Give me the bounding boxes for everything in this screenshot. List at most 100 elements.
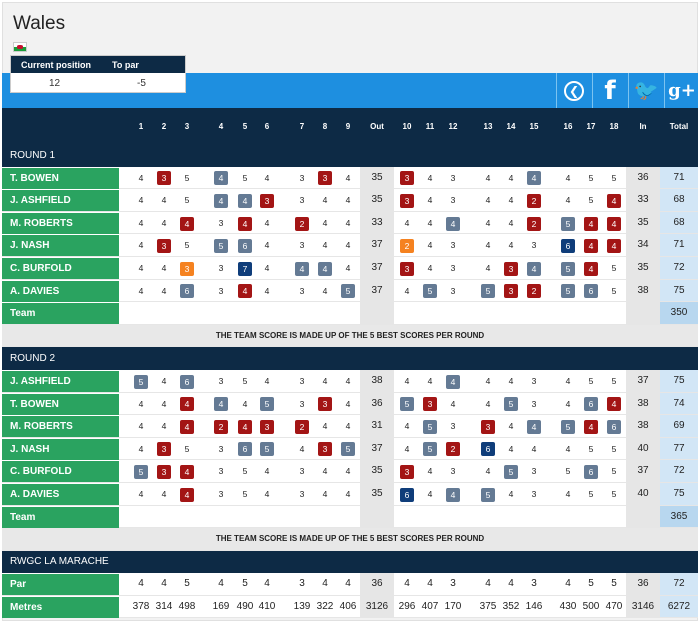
player-name[interactable]: J. ASHFIELD: [2, 190, 119, 212]
score-cell: 6: [481, 438, 495, 460]
out-column-shade: [360, 392, 394, 415]
score-cell: 4: [404, 217, 410, 228]
score-badge: 2: [214, 419, 228, 434]
player-name[interactable]: C. BURFOLD: [2, 461, 119, 483]
score-cell: 4: [322, 217, 328, 228]
player-name[interactable]: T. BOWEN: [2, 393, 119, 415]
score-badge: 5: [400, 397, 414, 412]
score-badge: 4: [180, 397, 194, 412]
par-cell: 4: [138, 578, 144, 590]
hole-header-10: 10: [402, 122, 412, 131]
twitter-button[interactable]: 🐦: [628, 73, 663, 108]
score-badge: 6: [584, 397, 598, 412]
score-cell: 5: [561, 280, 575, 302]
player-row[interactable]: M. ROBERTS 4 4 4 3 4 4 2 4 4 33 4 4 4 4 4 2 5 4 4 35 68: [2, 211, 698, 235]
player-name[interactable]: C. BURFOLD: [2, 257, 119, 279]
score-cell: 7: [238, 257, 252, 279]
score-cell: 4: [138, 285, 144, 296]
score-badge: 3: [180, 261, 194, 276]
score-badge: 3: [400, 171, 414, 186]
player-row[interactable]: A. DAVIES 4 4 6 3 4 4 3 4 5 37 4 5 3 5 3 2 5 6 5 38 75: [2, 279, 698, 303]
score-cell: 4: [264, 375, 270, 386]
score-cell: 3: [260, 189, 274, 211]
score-cell: 3: [481, 415, 495, 437]
score-cell: 3: [299, 172, 305, 183]
facebook-button[interactable]: f: [592, 73, 627, 108]
out-column-shade: [360, 369, 394, 392]
player-name[interactable]: M. ROBERTS: [2, 416, 119, 438]
score-cell: 4: [508, 195, 514, 206]
score-badge: 4: [584, 261, 598, 276]
player-name[interactable]: T. BOWEN: [2, 167, 119, 189]
player-name[interactable]: M. ROBERTS: [2, 212, 119, 234]
twitter-icon: 🐦: [633, 80, 659, 102]
player-name[interactable]: A. DAVIES: [2, 280, 119, 302]
in-column-shade: [626, 505, 660, 528]
score-cell: 3: [450, 240, 456, 251]
score-cell: 4: [318, 257, 332, 279]
hole-header-4: 4: [218, 122, 224, 131]
score-cell: 4: [345, 375, 351, 386]
score-cell: 3: [157, 460, 171, 482]
player-row[interactable]: J. NASH 4 3 5 5 6 4 3 4 4 37 2 4 3 4 4 3 6 4 4 34 71: [2, 234, 698, 257]
score-cell: 4: [180, 460, 194, 482]
player-name[interactable]: J. NASH: [2, 235, 119, 257]
player-row[interactable]: M. ROBERTS 4 4 4 2 4 3 2 4 4 31 4 5 3 3 4 4 5 4 6 38 69: [2, 415, 698, 438]
back-icon: ❮: [564, 80, 584, 101]
in-column-shade: [626, 369, 660, 392]
par-cell: 72: [673, 578, 685, 590]
score-badge: 4: [584, 419, 598, 434]
score-cell: 5: [184, 172, 190, 183]
player-row[interactable]: J. ASHFIELD 5 4 6 3 5 4 3 4 4 38 4 4 4 4 4 3 4 5 5 37 75: [2, 369, 698, 393]
score-cell: 4: [264, 172, 270, 183]
par-cell: 3: [450, 578, 456, 590]
score-cell: 4: [404, 375, 410, 386]
hole-header-18: 18: [609, 122, 619, 131]
score-badge: 6: [561, 239, 575, 254]
score-cell: 38: [637, 397, 649, 409]
score-badge: 4: [238, 284, 252, 299]
player-row[interactable]: J. NASH 4 3 5 3 6 5 4 3 5 37 4 5 2 6 4 4 4 5 5 40 77: [2, 437, 698, 461]
facebook-icon: f: [604, 75, 616, 106]
metres-cell: 3126: [365, 600, 389, 612]
score-cell: 4: [214, 189, 228, 211]
score-badge: 3: [318, 171, 332, 186]
score-cell: 3: [218, 466, 224, 477]
tot-column-shade: [660, 573, 698, 595]
google-plus-button[interactable]: g+: [664, 73, 699, 108]
hole-header-row: 1 2 3 4 5 6 7 8 9 Out 10 11 12 13 14 15 16 17 18 In Total: [2, 108, 698, 144]
score-cell: 4: [508, 443, 514, 454]
player-row[interactable]: C. BURFOLD 5 3 4 3 5 4 3 4 4 35 3 4 3 4 5 3 5 6 5 37 72: [2, 460, 698, 483]
player-row[interactable]: A. DAVIES 4 4 4 3 5 4 3 4 4 35 6 4 4 5 4 3 4 5 5 40 75: [2, 482, 698, 506]
back-button[interactable]: ❮: [556, 73, 591, 108]
player-row[interactable]: T. BOWEN 4 4 4 4 4 5 3 3 4 36 5 3 4 4 5 3 4 6 4 38 74: [2, 392, 698, 416]
score-cell: 3: [299, 488, 305, 499]
metres-cell: 6272: [667, 600, 691, 612]
team-title: Wales: [13, 13, 66, 34]
player-name[interactable]: J. NASH: [2, 438, 119, 460]
player-row[interactable]: J. ASHFIELD 4 4 5 4 4 3 3 4 4 35 3 4 3 4 4 2 4 5 4 33 68: [2, 189, 698, 212]
hole-header-6: 6: [264, 122, 270, 131]
score-cell: 5: [242, 172, 248, 183]
score-cell: 3: [504, 257, 518, 279]
score-cell: 4: [138, 421, 144, 432]
score-badge: 6: [180, 374, 194, 389]
score-cell: 4: [508, 375, 514, 386]
score-cell: 75: [673, 487, 685, 499]
score-cell: 4: [345, 421, 351, 432]
score-cell: 4: [180, 483, 194, 505]
score-cell: 4: [607, 189, 621, 211]
player-row[interactable]: C. BURFOLD 4 4 3 3 7 4 4 4 4 37 3 4 3 4 3 4 5 4 5 35 72: [2, 256, 698, 280]
player-name[interactable]: A. DAVIES: [2, 483, 119, 505]
score-cell: 4: [345, 466, 351, 477]
score-cell: 4: [238, 189, 252, 211]
player-name[interactable]: J. ASHFIELD: [2, 370, 119, 392]
score-cell: 4: [508, 240, 514, 251]
tot-column-shade: [660, 460, 698, 482]
score-cell: 5: [481, 280, 495, 302]
score-cell: 3: [318, 438, 332, 460]
score-badge: 4: [446, 487, 460, 502]
out-column-shade: [360, 482, 394, 505]
metres-cell: 470: [605, 600, 623, 612]
player-row[interactable]: T. BOWEN 4 3 5 4 5 4 3 3 4 35 3 4 3 4 4 4 4 5 5 36 71: [2, 166, 698, 190]
